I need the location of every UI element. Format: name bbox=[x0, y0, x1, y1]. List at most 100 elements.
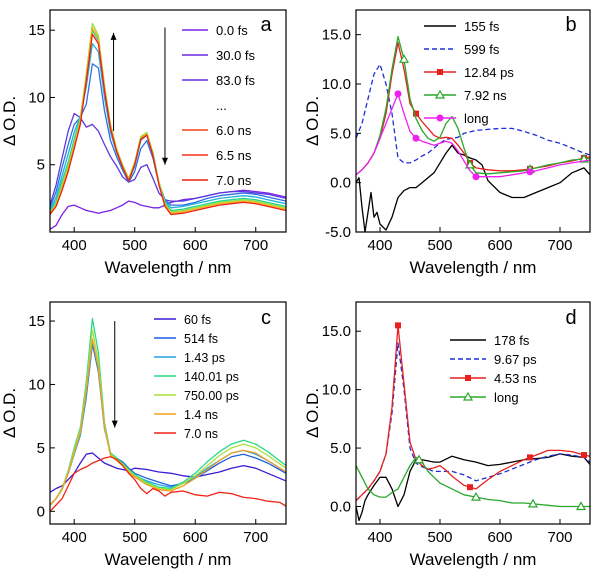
panel-c-series-line-2 bbox=[50, 339, 286, 506]
panel-d-series-2-marker-3 bbox=[581, 452, 587, 459]
panel-a-ytick-label-0: 5 bbox=[37, 157, 45, 174]
panel-a-arrow-0-head bbox=[110, 32, 117, 40]
panel-b-legend-label-2: 12.84 ps bbox=[464, 65, 514, 80]
panel-c-legend-label-4: 750.00 ps bbox=[184, 389, 239, 403]
panel-d-ytick-label-2: 10.0 bbox=[322, 382, 351, 399]
panel-d-series-line-2 bbox=[356, 324, 590, 502]
panel-b-ytick-label-1: 0.0 bbox=[330, 175, 351, 192]
panel-c-ytick-label-3: 15 bbox=[28, 313, 45, 330]
panel-b-ylabel: Δ O.D. bbox=[303, 96, 322, 146]
panel-b-ytick-label-3: 10.0 bbox=[322, 76, 351, 93]
panel-d-xtick-label-3: 700 bbox=[547, 529, 572, 546]
panel-a-arrow-1-head bbox=[161, 157, 168, 165]
panel-c-xtick-label-3: 700 bbox=[243, 529, 268, 546]
panel-d-letter: d bbox=[565, 307, 576, 329]
panel-c-legend: 60 fs 514 fs 1.43 ps 140.01 ps 750.00 ps 1.4 … bbox=[154, 313, 239, 441]
panel-a-legend-label-1: 30.0 fs bbox=[216, 48, 256, 63]
panel-c-legend-label-6: 7.0 ns bbox=[184, 427, 218, 441]
panel-c-frame bbox=[49, 301, 287, 525]
panel-d-ytick-label-0: 0.0 bbox=[330, 498, 351, 515]
panel-b-legend-label-4: long bbox=[464, 111, 489, 126]
panel-b-xtick-label-2: 600 bbox=[487, 237, 512, 254]
panel-b-series-4-marker-2 bbox=[472, 173, 480, 181]
panel-c-legend-label-1: 514 fs bbox=[184, 332, 218, 346]
panel-c-series-line-4 bbox=[50, 329, 286, 506]
panel-c-xtick-label-1: 500 bbox=[122, 529, 147, 546]
panel-d-series-2-marker-0 bbox=[395, 322, 401, 329]
panel-b-series-4-marker-0 bbox=[394, 90, 402, 98]
panel-c-ytick-label-0: 0 bbox=[37, 503, 45, 520]
panel-c-arrow-0-head bbox=[111, 420, 118, 428]
panel-b-ytick-label-0: -5.0 bbox=[325, 224, 351, 241]
panel-a-series-line-1 bbox=[50, 112, 286, 206]
panel-a-ytick-label-2: 15 bbox=[28, 22, 45, 39]
panel-b-legend-label-3: 7.92 ns bbox=[464, 88, 507, 103]
panel-a-ylabel: Δ O.D. bbox=[0, 96, 19, 146]
panel-c-series-line-3 bbox=[50, 317, 286, 506]
panel-b-series-4-marker-3 bbox=[526, 168, 534, 176]
panel-a-frame bbox=[49, 9, 287, 233]
panel-b-legend-marker-4 bbox=[436, 114, 444, 122]
panel-c-letter: c bbox=[261, 307, 271, 329]
panel-c-legend-label-3: 140.01 ps bbox=[184, 370, 239, 384]
panel-a-letter: a bbox=[260, 14, 272, 36]
panel-b-series-line-4 bbox=[356, 93, 590, 178]
panel-d-legend-label-1: 9.67 ps bbox=[494, 352, 537, 367]
panel-d-legend-label-2: 4.53 ns bbox=[494, 371, 537, 386]
panel-a-xlabel: Wavelength / nm bbox=[105, 258, 232, 277]
panel-c-series-line-5 bbox=[50, 338, 286, 506]
panel-d-series-2-marker-2 bbox=[527, 454, 533, 461]
panel-d-legend-label-3: long bbox=[494, 390, 519, 405]
panel-d-ytick-label-1: 5.0 bbox=[330, 440, 351, 457]
panel-b-ytick-label-4: 15.0 bbox=[322, 27, 351, 44]
panel-a-legend-label-3: ... bbox=[216, 98, 227, 113]
panel-c-ticks: 400 500 600 700 0 5 10 15 bbox=[28, 313, 268, 546]
panel-c-legend-label-5: 1.4 ns bbox=[184, 408, 218, 422]
panel-b-series-3-marker-1 bbox=[464, 159, 476, 169]
panel-a-xtick-label-3: 700 bbox=[243, 237, 268, 254]
panel-b-legend-label-1: 599 fs bbox=[464, 42, 500, 57]
panel-c-legend-label-0: 60 fs bbox=[184, 313, 211, 327]
panel-b-series-3-marker-0 bbox=[398, 54, 410, 63]
panel-d-series-line-1 bbox=[356, 342, 590, 502]
panel-d-series-line-0 bbox=[356, 453, 590, 522]
panel-c: 400 500 600 700 0 5 10 15 60 fs 514 fs 1.43 ps 140… bbox=[0, 301, 287, 569]
panel-d-ylabel: Δ O.D. bbox=[303, 388, 322, 438]
panel-d-series bbox=[356, 322, 590, 522]
panel-d-legend-label-0: 178 fs bbox=[494, 333, 530, 348]
panel-d-xlabel: Wavelength / nm bbox=[410, 550, 537, 569]
panel-d-legend-marker-3 bbox=[462, 391, 474, 401]
panel-c-series-line-6 bbox=[50, 456, 286, 512]
panel-a-xtick-label-2: 600 bbox=[183, 237, 208, 254]
panel-b-xtick-label-3: 700 bbox=[547, 237, 572, 254]
panel-a-xtick-label-1: 500 bbox=[122, 237, 147, 254]
panel-d-ytick-label-3: 15.0 bbox=[322, 323, 351, 340]
panel-d-legend-marker-2 bbox=[465, 375, 471, 381]
panel-a-legend-label-6: 7.0 ns bbox=[216, 173, 252, 188]
panel-b-xtick-label-0: 400 bbox=[367, 237, 392, 254]
panel-b-series-line-1 bbox=[356, 63, 590, 164]
panel-b-ticks: 400 500 600 700 -5.0 0.0 5.0 10.0 15.0 bbox=[322, 27, 573, 254]
panel-a-legend-label-0: 0.0 fs bbox=[216, 23, 248, 38]
panel-c-xtick-label-2: 600 bbox=[183, 529, 208, 546]
panel-a-ticks: 400 500 600 700 5 10 15 bbox=[28, 22, 268, 254]
panel-c-legend-label-2: 1.43 ps bbox=[184, 351, 225, 365]
panel-c-xtick-label-0: 400 bbox=[62, 529, 87, 546]
panel-b-series-2-marker-0 bbox=[413, 110, 419, 117]
panel-b-legend-marker-2 bbox=[437, 69, 443, 75]
panel-d-xtick-label-1: 500 bbox=[427, 529, 452, 546]
panel-b-letter: b bbox=[565, 14, 576, 36]
panel-b-xtick-label-1: 500 bbox=[427, 237, 452, 254]
panel-d-xtick-label-0: 400 bbox=[367, 529, 392, 546]
panel-a-ytick-label-1: 10 bbox=[28, 89, 45, 106]
panel-b-ytick-label-2: 5.0 bbox=[330, 125, 351, 142]
panel-c-xlabel: Wavelength / nm bbox=[105, 550, 232, 569]
panel-a-series-line-7 bbox=[50, 33, 286, 216]
panel-c-ytick-label-1: 5 bbox=[37, 440, 45, 457]
panel-c-series-line-1 bbox=[50, 343, 286, 506]
panel-b-legend-label-0: 155 fs bbox=[464, 19, 500, 34]
panel-a-series bbox=[50, 22, 286, 230]
panel-d-series-line-3 bbox=[356, 456, 590, 508]
panel-a-legend-label-4: 6.0 ns bbox=[216, 123, 252, 138]
